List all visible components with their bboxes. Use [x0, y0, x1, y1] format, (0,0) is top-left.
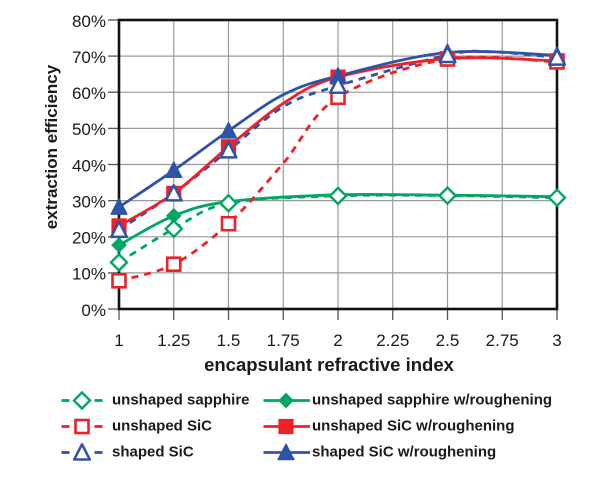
svg-text:0%: 0%	[81, 301, 106, 320]
svg-text:unshaped SiC: unshaped SiC	[112, 418, 212, 435]
svg-text:80%: 80%	[72, 12, 106, 31]
svg-text:50%: 50%	[72, 120, 106, 139]
svg-text:unshaped sapphire: unshaped sapphire	[112, 392, 250, 409]
svg-text:unshaped sapphire w/roughening: unshaped sapphire w/roughening	[312, 392, 552, 409]
svg-text:encapsulant refractive index: encapsulant refractive index	[204, 354, 455, 375]
svg-text:2.25: 2.25	[376, 331, 409, 350]
svg-text:3: 3	[552, 331, 561, 350]
svg-text:40%: 40%	[72, 156, 106, 175]
svg-text:shaped SiC w/roughening: shaped SiC w/roughening	[312, 444, 496, 461]
svg-text:70%: 70%	[72, 48, 106, 67]
svg-text:shaped SiC: shaped SiC	[112, 444, 194, 461]
svg-text:30%: 30%	[72, 192, 106, 211]
svg-text:extraction efficiency: extraction efficiency	[42, 64, 61, 229]
svg-text:20%: 20%	[72, 229, 106, 248]
svg-text:2.5: 2.5	[436, 331, 460, 350]
svg-text:60%: 60%	[72, 84, 106, 103]
svg-text:1.75: 1.75	[267, 331, 300, 350]
svg-text:2.75: 2.75	[486, 331, 519, 350]
svg-text:2: 2	[333, 331, 342, 350]
svg-text:1.5: 1.5	[217, 331, 241, 350]
svg-text:unshaped SiC w/roughening: unshaped SiC w/roughening	[312, 418, 515, 435]
svg-text:10%: 10%	[72, 265, 106, 284]
svg-text:1.25: 1.25	[157, 331, 190, 350]
svg-text:1: 1	[114, 331, 123, 350]
